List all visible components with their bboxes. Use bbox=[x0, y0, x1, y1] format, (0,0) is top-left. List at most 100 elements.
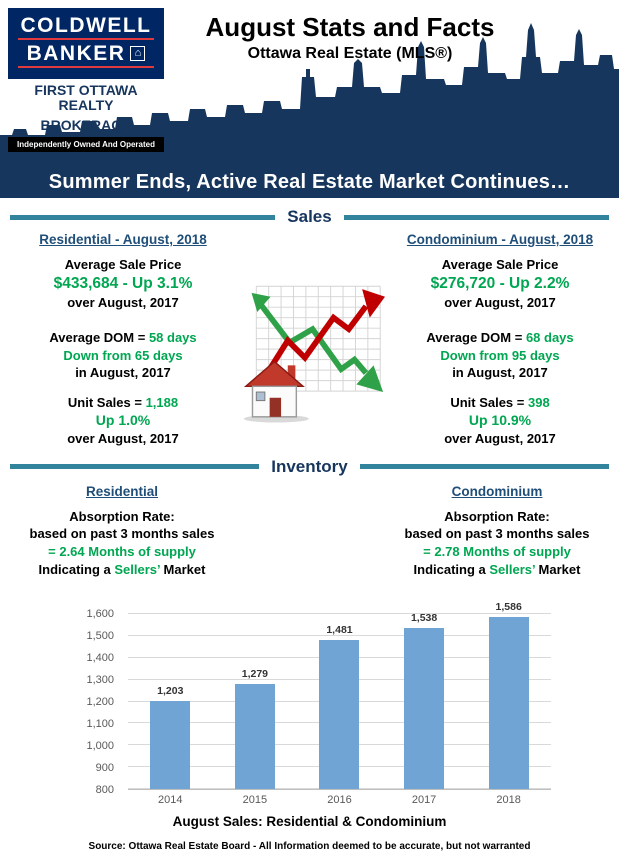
condominium-heading: Condominium bbox=[451, 483, 543, 499]
avg-dom-label: Average DOM = bbox=[49, 330, 149, 346]
house-icon: ⌂ bbox=[130, 46, 146, 61]
months-of-supply: = 2.64 Months of supply bbox=[48, 543, 196, 559]
unit-sales-line: Unit Sales = 398 bbox=[385, 394, 615, 412]
residential-heading: Residential bbox=[85, 483, 159, 499]
sales-section-divider: Sales bbox=[10, 207, 609, 227]
avg-price-label: Average Sale Price bbox=[64, 257, 182, 272]
divider-line bbox=[10, 214, 276, 220]
sales-condominium-column: Condominium - August, 2018 Average Sale … bbox=[385, 232, 615, 448]
bar-value-label: 1,538 bbox=[410, 611, 438, 624]
avg-dom-value: 58 days bbox=[148, 330, 197, 346]
inventory-grid: Residential Absorption Rate: based on pa… bbox=[0, 477, 619, 578]
x-tick-label: 2015 bbox=[242, 794, 268, 807]
condominium-heading: Condominium - August, 2018 bbox=[406, 232, 594, 247]
x-tick-label: 2017 bbox=[411, 794, 437, 807]
ottawa-skyline-silhouette bbox=[0, 23, 619, 167]
bar-value-label: 1,203 bbox=[157, 684, 184, 697]
source-note: Source: Ottawa Real Estate Board - All I… bbox=[88, 841, 531, 852]
indication-suffix: Market bbox=[534, 561, 581, 577]
divider-line bbox=[343, 214, 609, 220]
logo-word-banker: BANKER bbox=[26, 42, 126, 65]
avg-price-value: $276,720 - Up 2.2% bbox=[430, 274, 570, 292]
page-title: August Stats and Facts bbox=[205, 12, 495, 42]
indication-suffix: Market bbox=[159, 561, 206, 577]
chart-title: August Sales: Residential & Condominium bbox=[172, 814, 447, 830]
coldwell-banker-logo: COLDWELL BANKER ⌂ FIRST OTTAWA REALTY BR… bbox=[8, 8, 164, 153]
y-tick-label: 1,300 bbox=[86, 674, 114, 687]
brokerage-name-line2: BROKERAGE bbox=[40, 116, 132, 133]
unit-sales-value: 398 bbox=[527, 394, 550, 410]
y-tick-label: 1,600 bbox=[86, 608, 114, 621]
unit-sales-change: Up 1.0% bbox=[95, 412, 151, 429]
house-clipart bbox=[243, 360, 305, 418]
avg-price-note: over August, 2017 bbox=[444, 294, 556, 310]
bar-2017: 1,538 bbox=[404, 612, 445, 790]
brokerage-name-line1: FIRST OTTAWA REALTY bbox=[34, 82, 138, 114]
absorption-basis: based on past 3 months sales bbox=[29, 526, 215, 542]
inventory-condominium-column: Condominium Absorption Rate: based on pa… bbox=[381, 484, 613, 578]
avg-price-value: $433,684 - Up 3.1% bbox=[53, 274, 193, 292]
divider-line bbox=[10, 464, 260, 470]
title-block: August Stats and Facts Ottawa Real Estat… bbox=[180, 12, 520, 63]
absorption-rate-label: Absorption Rate: bbox=[444, 508, 550, 524]
unit-sales-note: over August, 2017 bbox=[444, 431, 556, 447]
y-tick-label: 800 bbox=[95, 784, 114, 797]
x-tick-label: 2014 bbox=[158, 794, 183, 807]
y-tick-label: 900 bbox=[95, 762, 114, 775]
unit-sales-change: Up 10.9% bbox=[468, 412, 532, 429]
inventory-section-title: Inventory bbox=[271, 456, 348, 476]
divider-line bbox=[359, 464, 609, 470]
red-arrow-line bbox=[262, 304, 369, 379]
bar-chart-xaxis: 2014 2015 2016 2017 2018 bbox=[128, 791, 551, 806]
y-tick-label: 1,000 bbox=[86, 740, 114, 753]
logo-red-rule bbox=[18, 66, 154, 68]
unit-sales-line: Unit Sales = 1,188 bbox=[4, 394, 242, 412]
logo-red-rule bbox=[18, 38, 154, 40]
bar-slot: 1,481 bbox=[297, 614, 382, 790]
headline-banner: Summer Ends, Active Real Estate Market C… bbox=[0, 167, 619, 198]
y-tick-label: 1,200 bbox=[86, 696, 114, 709]
annual-sales-bar-chart: 800 900 1,000 1,100 1,200 1,300 1,400 1,500 1,60… bbox=[0, 592, 619, 812]
dom-change: Down from 65 days bbox=[63, 347, 183, 363]
red-arrowhead-icon bbox=[362, 289, 385, 318]
inventory-section-divider: Inventory bbox=[10, 457, 609, 477]
unit-sales-note: over August, 2017 bbox=[67, 431, 179, 447]
bar-2015: 1,279 bbox=[234, 668, 275, 790]
market-trend-clipart bbox=[243, 285, 385, 423]
logo-word-coldwell: COLDWELL bbox=[20, 14, 152, 37]
bar-slot: 1,538 bbox=[382, 612, 467, 790]
green-arrowhead-top-icon bbox=[251, 292, 271, 312]
sales-section-title: Sales bbox=[287, 207, 332, 226]
bar-value-label: 1,279 bbox=[241, 668, 269, 681]
headline-text: Summer Ends, Active Real Estate Market C… bbox=[48, 171, 571, 193]
absorption-basis: based on past 3 months sales bbox=[404, 526, 590, 542]
logo-tagline: Independently Owned And Operated bbox=[8, 137, 164, 153]
indication-prefix: Indicating a bbox=[413, 561, 490, 577]
market-indication: Indicating a Sellers’ Market bbox=[381, 561, 613, 579]
header: COLDWELL BANKER ⌂ FIRST OTTAWA REALTY BR… bbox=[0, 0, 619, 198]
inventory-residential-column: Residential Absorption Rate: based on pa… bbox=[6, 484, 238, 578]
green-arrowhead-icon bbox=[356, 365, 384, 393]
unit-sales-label: Unit Sales = bbox=[450, 394, 528, 410]
bar-chart-plot: 1,203 1,279 1,481 1,538 1,586 bbox=[128, 601, 551, 791]
unit-sales-label: Unit Sales = bbox=[67, 394, 146, 410]
bar-slot: 1,586 bbox=[466, 601, 551, 790]
page-subtitle: Ottawa Real Estate (MLS®) bbox=[247, 45, 453, 62]
sales-residential-column: Residential - August, 2018 Average Sale … bbox=[4, 232, 242, 448]
logo-box: COLDWELL BANKER ⌂ bbox=[8, 8, 164, 79]
residential-heading: Residential - August, 2018 bbox=[39, 232, 207, 247]
graph-grid bbox=[255, 285, 381, 392]
months-of-supply: = 2.78 Months of supply bbox=[423, 543, 571, 559]
bar-chart-yaxis: 800 900 1,000 1,100 1,200 1,300 1,400 1,500 1,60… bbox=[0, 608, 122, 796]
gridline bbox=[128, 634, 551, 636]
y-tick-label: 1,400 bbox=[86, 652, 114, 665]
bar-2016: 1,481 bbox=[319, 624, 360, 790]
bar-slot: 1,279 bbox=[213, 614, 298, 790]
dom-note: in August, 2017 bbox=[75, 365, 171, 381]
bar-value-label: 1,481 bbox=[326, 624, 353, 637]
avg-dom-label: Average DOM = bbox=[426, 330, 526, 346]
absorption-rate-label: Absorption Rate: bbox=[69, 508, 175, 524]
y-tick-label: 1,500 bbox=[86, 630, 114, 643]
dom-note: in August, 2017 bbox=[452, 365, 548, 381]
